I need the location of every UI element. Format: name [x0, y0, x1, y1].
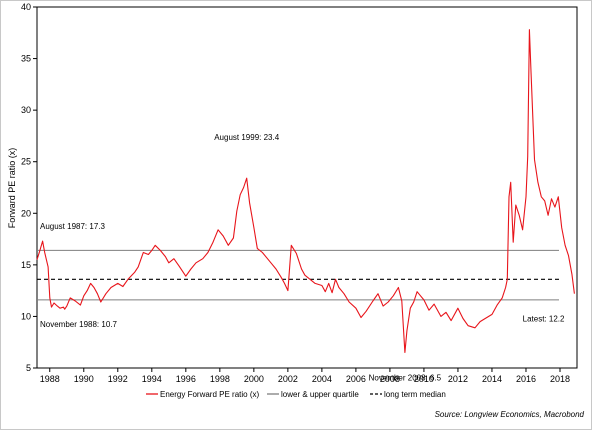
- x-tick-label: 1988: [40, 374, 60, 384]
- x-tick-label: 1994: [142, 374, 162, 384]
- x-tick-label: 2008: [380, 374, 400, 384]
- annotation-label: Latest: 12.2: [523, 315, 565, 324]
- x-tick-label: 2014: [482, 374, 502, 384]
- y-tick-label: 30: [21, 105, 31, 115]
- x-tick-label: 2004: [312, 374, 332, 384]
- source-note: Source: Longview Economics, Macrobond: [435, 410, 585, 419]
- x-tick-label: 2002: [278, 374, 298, 384]
- y-axis: 5 10 15 20 25 30 35 40: [21, 2, 37, 373]
- y-tick-label: 15: [21, 260, 31, 270]
- reference-lines: [37, 249, 559, 301]
- x-tick-label: 1992: [108, 374, 128, 384]
- y-tick-label: 40: [21, 2, 31, 12]
- x-tick-label: 2010: [414, 374, 434, 384]
- legend-label-median: long term median: [384, 390, 446, 399]
- legend: Energy Forward PE ratio (x) lower & upper…: [146, 390, 446, 399]
- annotation-label: August 1999: 23.4: [214, 133, 279, 142]
- legend-label-energy: Energy Forward PE ratio (x): [160, 390, 259, 399]
- y-axis-label: Forward PE ratio (x): [7, 148, 17, 229]
- x-tick-label: 1990: [74, 374, 94, 384]
- y-tick-label: 20: [21, 208, 31, 218]
- annotations: August 1987: 17.3 November 1988: 10.7 Augu…: [40, 133, 565, 382]
- annotation-label: August 1987: 17.3: [40, 222, 105, 231]
- x-tick-label: 1998: [210, 374, 230, 384]
- energy-pe-series-line: [36, 29, 575, 354]
- annotation-label: November 2008: 6.5: [369, 374, 442, 383]
- y-tick-label: 25: [21, 157, 31, 167]
- x-tick-label: 1996: [176, 374, 196, 384]
- x-tick-label: 2012: [448, 374, 468, 384]
- y-tick-label: 35: [21, 54, 31, 64]
- plot-area-frame: [36, 6, 578, 369]
- legend-label-quartile: lower & upper quartile: [281, 390, 359, 399]
- x-tick-label: 2000: [244, 374, 264, 384]
- x-tick-label: 2006: [346, 374, 366, 384]
- x-axis: 1988 1990 1992 1994 1996 1998 2000 2002 2004 2006…: [40, 368, 570, 384]
- series-layer: [36, 29, 575, 354]
- y-tick-label: 10: [21, 311, 31, 321]
- x-tick-label: 2018: [550, 374, 570, 384]
- x-tick-label: 2016: [516, 374, 536, 384]
- y-tick-label: 5: [26, 363, 31, 373]
- annotation-label: November 1988: 10.7: [40, 320, 117, 329]
